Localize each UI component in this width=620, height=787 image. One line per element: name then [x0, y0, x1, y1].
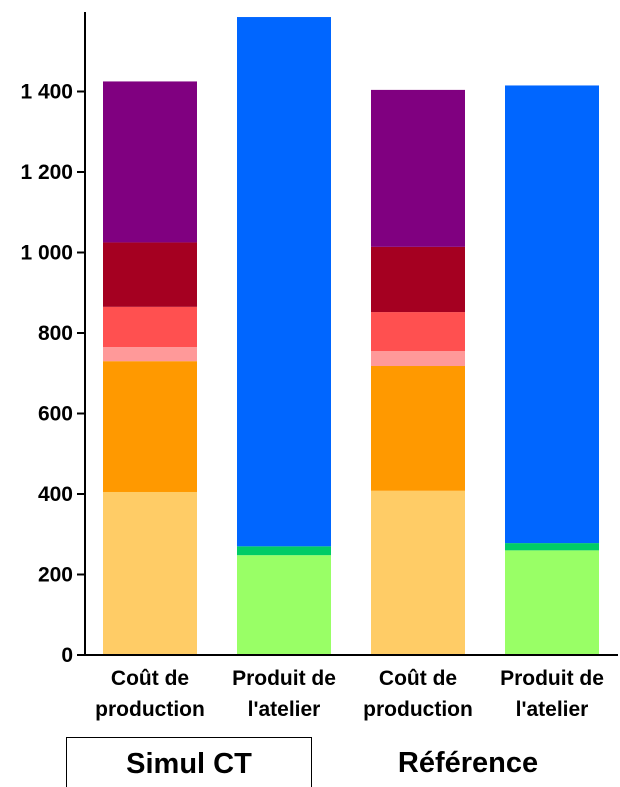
- bar-segment-cat1-series6: [237, 555, 331, 655]
- bar-segment-cat1-series8: [237, 17, 331, 547]
- bar-segment-cat0-series0: [103, 491, 197, 655]
- bar-segment-cat0-series3: [103, 306, 197, 348]
- x-category-label: Produit de: [232, 667, 336, 690]
- bar-segment-cat2-series5: [371, 89, 465, 247]
- x-category-label: Produit de: [500, 667, 604, 690]
- y-tick-label: 200: [38, 564, 73, 587]
- bar-segment-cat3-series7: [505, 543, 599, 551]
- x-category-label: production: [363, 698, 473, 721]
- bar-segment-cat2-series4: [371, 246, 465, 313]
- x-category-label: Coût de: [379, 667, 457, 690]
- bar-segment-cat0-series2: [103, 347, 197, 362]
- y-tick-label: 0: [61, 644, 73, 667]
- x-category-label: l'atelier: [248, 698, 321, 721]
- bar-segment-cat2-series3: [371, 312, 465, 352]
- bar-segment-cat2-series0: [371, 490, 465, 655]
- bar-segment-cat1-series7: [237, 546, 331, 556]
- y-tick-label: 800: [38, 322, 73, 345]
- y-ticks: 0 200 400 600 800 1 000 1 200 1 400: [20, 81, 85, 667]
- bar-segment-cat0-series5: [103, 81, 197, 243]
- bar-segment-cat0-series4: [103, 242, 197, 307]
- y-tick-label: 400: [38, 483, 73, 506]
- bar-segment-cat2-series1: [371, 366, 465, 491]
- bar-segment-cat3-series8: [505, 85, 599, 544]
- y-tick-label: 1 000: [20, 242, 73, 265]
- bar-segment-cat2-series2: [371, 351, 465, 367]
- y-tick-label: 1 200: [20, 161, 73, 184]
- bar-segment-cat0-series1: [103, 361, 197, 492]
- bars-layer: [103, 17, 599, 655]
- y-tick-label: 1 400: [20, 81, 73, 104]
- x-category-labels: Coût de production Produit de l'atelier Coût…: [95, 667, 604, 721]
- x-category-label: l'atelier: [516, 698, 589, 721]
- x-category-label: production: [95, 698, 205, 721]
- x-category-label: Coût de: [111, 667, 189, 690]
- y-tick-label: 600: [38, 403, 73, 426]
- group-label-simul-ct: Simul CT: [66, 737, 312, 787]
- bar-segment-cat3-series6: [505, 550, 599, 655]
- group-label-reference: Référence: [397, 747, 539, 779]
